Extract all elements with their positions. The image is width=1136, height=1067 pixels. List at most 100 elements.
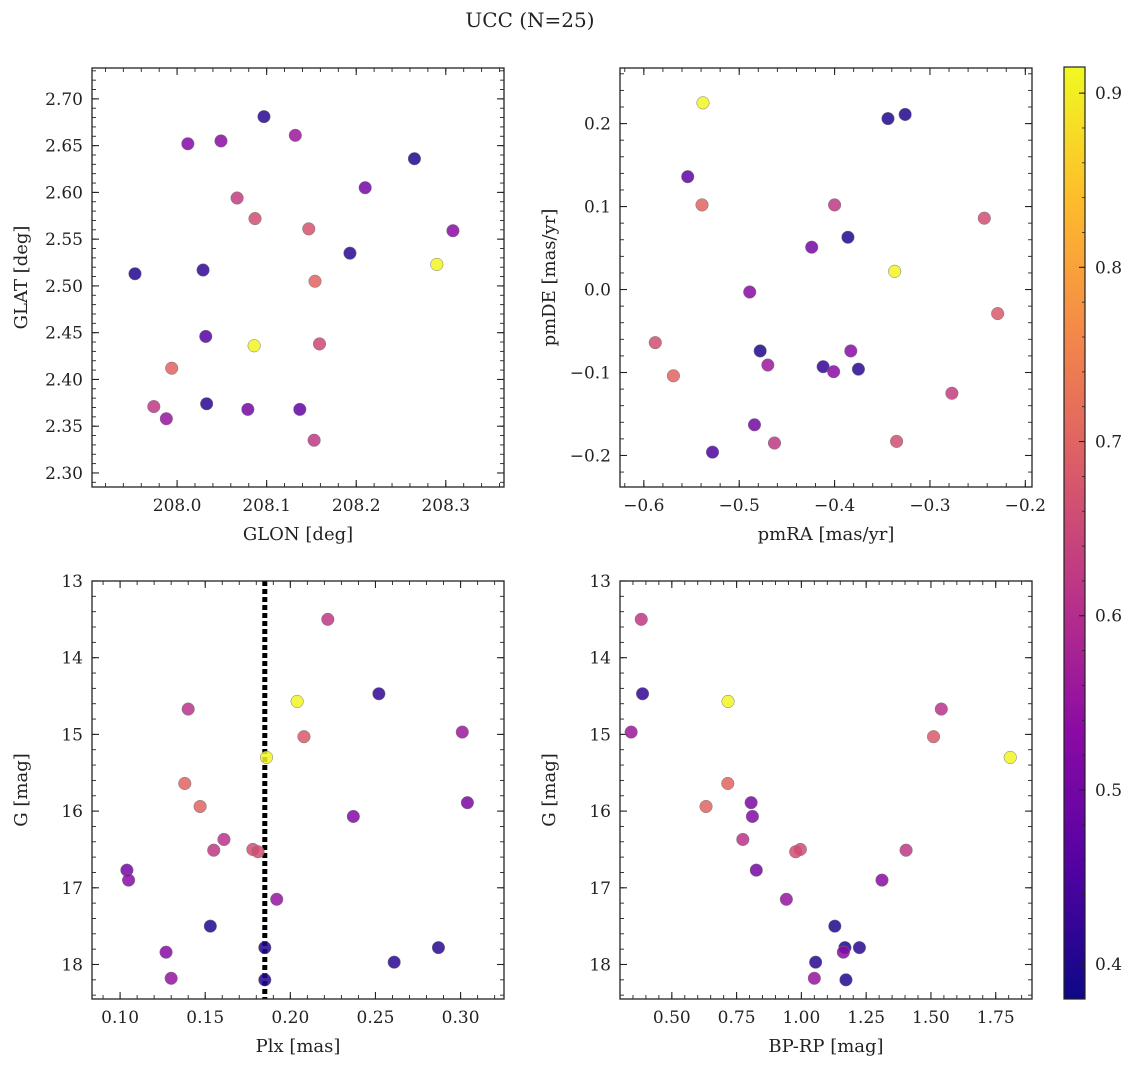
ticks: 208.0 208.1 208.2 208.3 2.30 2.35 2.40 2.45 2.50…: [45, 68, 504, 516]
data-point: [193, 799, 207, 814]
data-point: [270, 892, 284, 906]
data-point: [898, 107, 912, 122]
axes-frame: [91, 67, 505, 488]
points: [128, 110, 460, 447]
colorbar-tick-label: 0.5: [1095, 781, 1122, 801]
panel-bprp-g: 0.50 0.75 1.00 1.25 1.50 1.75 13 14 15 16 17 18 BP-R…: [539, 572, 1033, 1057]
data-point: [288, 128, 302, 142]
data-point: [881, 112, 895, 126]
data-point: [199, 329, 213, 343]
data-point: [214, 134, 228, 148]
colorbar-tick-label: 0.7: [1095, 433, 1122, 453]
y-tick-label: 2.50: [45, 277, 83, 297]
y-tick-label: 14: [589, 649, 611, 669]
data-point: [809, 955, 823, 969]
x-tick-label: 0.25: [357, 1008, 395, 1028]
y-tick-label: 15: [589, 725, 611, 745]
data-point: [159, 945, 173, 959]
data-point: [181, 137, 195, 151]
colorbar: 0.4 0.5 0.6 0.7 0.8 0.9: [1063, 66, 1122, 1000]
y-tick-label: 16: [589, 802, 611, 822]
data-point: [178, 776, 192, 791]
x-tick-label: −0.2: [1005, 496, 1046, 516]
colorbar-gradient: [1064, 67, 1085, 999]
data-point: [251, 845, 265, 859]
y-tick-label: 2.30: [45, 464, 83, 484]
data-point: [159, 412, 173, 426]
data-point: [230, 191, 244, 205]
data-point: [836, 945, 850, 959]
x-tick-label: 1.25: [847, 1008, 885, 1028]
x-tick-label: −0.6: [623, 496, 664, 516]
data-point: [387, 955, 401, 969]
data-point: [747, 418, 762, 432]
data-point: [217, 832, 231, 847]
data-point: [681, 170, 695, 184]
y-tick-label: 13: [589, 572, 611, 592]
y-tick-label: 14: [61, 649, 83, 669]
colorbar-tick-label: 0.6: [1095, 607, 1122, 627]
x-tick-label: 208.0: [153, 496, 202, 516]
y-tick-label: 17: [589, 879, 611, 899]
data-point: [247, 339, 261, 353]
data-point: [696, 96, 710, 110]
data-point: [767, 436, 782, 450]
data-point: [165, 361, 179, 375]
data-point: [312, 337, 327, 351]
data-point: [851, 362, 865, 376]
figure-title: UCC (N=25): [465, 8, 594, 32]
data-point: [926, 730, 941, 744]
data-point: [779, 892, 793, 906]
x-tick-label: 0.75: [718, 1008, 756, 1028]
data-point: [460, 796, 474, 810]
ticks: 0.50 0.75 1.00 1.25 1.50 1.75 13 14 15 16 17 18: [589, 572, 1032, 1028]
y-axis-label: pmDE [mas/yr]: [539, 209, 560, 347]
data-point: [181, 702, 195, 716]
data-point: [945, 386, 959, 400]
data-point: [666, 369, 680, 383]
x-tick-label: 0.10: [101, 1008, 139, 1028]
data-point: [991, 307, 1005, 321]
panel-glon-glat: 208.0 208.1 208.2 208.3 2.30 2.35 2.40 2.45 2.50…: [11, 67, 505, 545]
colorbar-frame: [1063, 66, 1086, 1000]
y-axis-label: GLAT [deg]: [11, 226, 32, 330]
data-point: [431, 941, 446, 955]
data-point: [635, 687, 650, 701]
data-point: [293, 402, 307, 416]
data-point: [744, 796, 758, 810]
data-point: [308, 274, 322, 288]
x-tick-label: 1.50: [912, 1008, 950, 1028]
data-point: [753, 344, 767, 358]
data-point: [430, 257, 444, 271]
x-tick-label: 208.3: [421, 496, 470, 516]
data-point: [343, 246, 357, 260]
data-point: [828, 919, 842, 933]
data-point: [200, 397, 214, 411]
y-tick-label: 2.35: [45, 417, 83, 437]
y-tick-label: 2.65: [45, 137, 83, 157]
y-tick-label: 2.60: [45, 183, 83, 203]
axes-frame: [91, 580, 505, 1000]
data-point: [721, 776, 735, 791]
y-tick-label: 0.0: [584, 281, 611, 301]
y-axis-label: G [mag]: [11, 753, 32, 826]
colorbar-tick-label: 0.9: [1095, 84, 1122, 104]
data-point: [852, 941, 866, 955]
data-point: [721, 694, 735, 708]
data-point: [749, 863, 763, 877]
data-point: [634, 612, 648, 626]
data-point: [761, 358, 775, 372]
data-point: [899, 843, 913, 857]
data-point: [455, 725, 469, 739]
x-tick-label: 0.20: [271, 1008, 309, 1028]
y-tick-label: 16: [61, 802, 83, 822]
x-tick-label: 1.00: [782, 1008, 820, 1028]
y-tick-label: 2.70: [45, 90, 83, 110]
y-tick-label: 0.2: [584, 115, 611, 135]
axes-frame: [619, 580, 1033, 1000]
points: [648, 96, 1005, 459]
colorbar-tick-label: 0.8: [1095, 258, 1122, 278]
y-tick-label: 2.45: [45, 324, 83, 344]
data-point: [372, 687, 386, 701]
